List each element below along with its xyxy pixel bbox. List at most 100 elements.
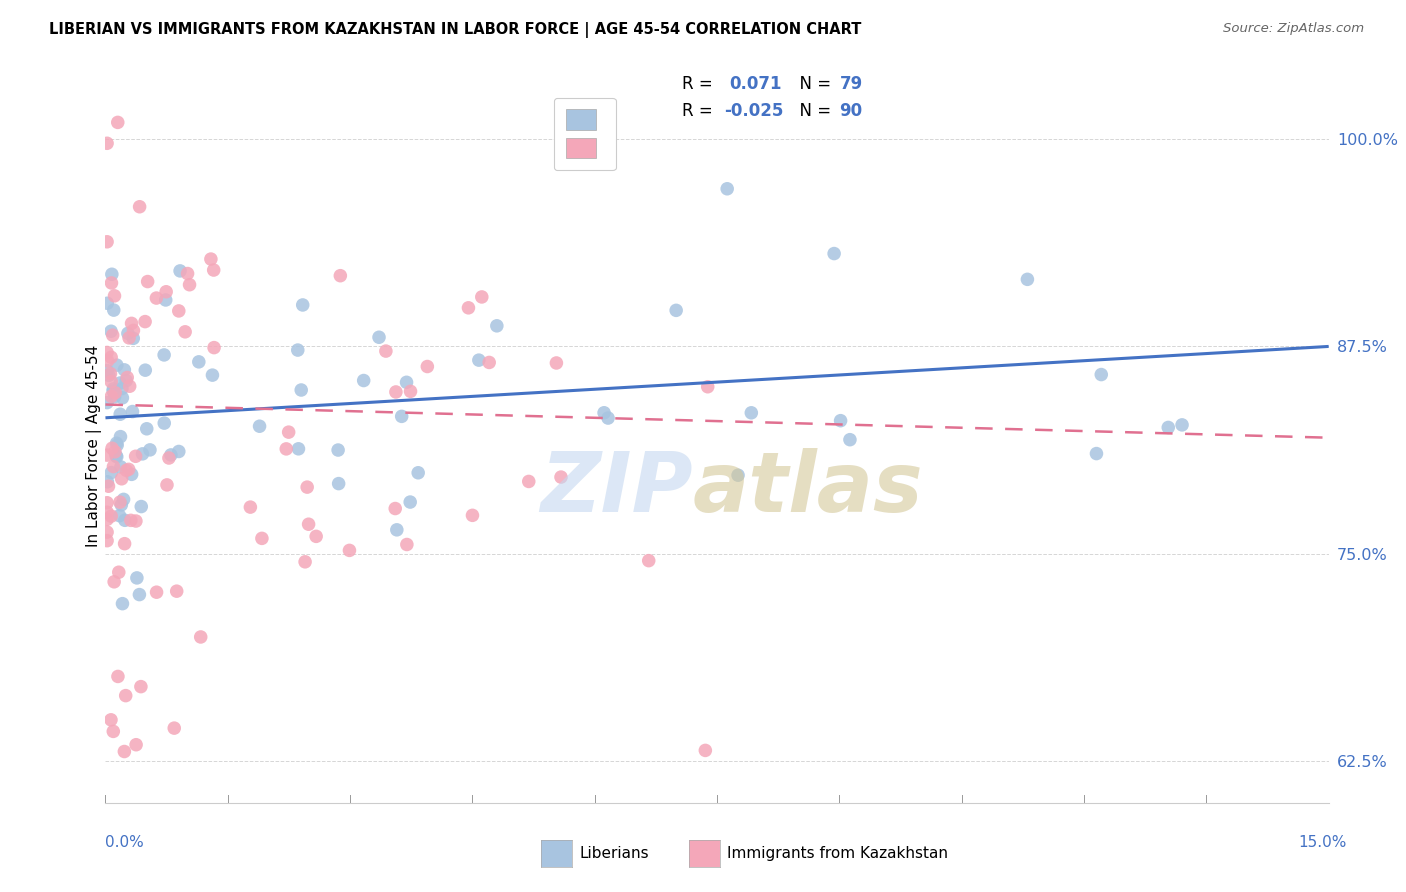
- Point: [169, 264, 191, 278]
- Point: [96, 496, 118, 510]
- Point: [391, 409, 413, 424]
- Point: [114, 513, 136, 527]
- Point: [100, 713, 122, 727]
- Point: [546, 356, 568, 370]
- Point: [111, 382, 134, 396]
- Point: [118, 331, 141, 345]
- Point: [740, 406, 762, 420]
- Point: [125, 571, 148, 585]
- Point: [96, 475, 118, 489]
- Point: [122, 331, 145, 345]
- Point: [105, 436, 128, 450]
- Point: [105, 450, 128, 464]
- Point: [114, 689, 136, 703]
- Point: [101, 267, 124, 281]
- Point: [122, 323, 145, 337]
- Text: Source: ZipAtlas.com: Source: ZipAtlas.com: [1223, 22, 1364, 36]
- Text: atlas: atlas: [693, 449, 924, 529]
- Point: [517, 475, 540, 489]
- Point: [96, 512, 118, 526]
- Text: 15.0%: 15.0%: [1299, 836, 1347, 850]
- Text: LIBERIAN VS IMMIGRANTS FROM KAZAKHSTAN IN LABOR FORCE | AGE 45-54 CORRELATION CH: LIBERIAN VS IMMIGRANTS FROM KAZAKHSTAN I…: [49, 22, 862, 38]
- Point: [101, 328, 124, 343]
- Point: [108, 508, 131, 523]
- Point: [250, 532, 273, 546]
- Point: [696, 380, 718, 394]
- Point: [96, 363, 118, 377]
- Point: [103, 459, 125, 474]
- Point: [291, 298, 314, 312]
- Point: [166, 584, 188, 599]
- Point: [156, 478, 179, 492]
- Point: [110, 459, 132, 474]
- Point: [353, 374, 375, 388]
- Point: [100, 509, 122, 524]
- Point: [111, 391, 134, 405]
- Point: [105, 438, 128, 452]
- Text: 79: 79: [839, 75, 863, 93]
- Point: [129, 680, 152, 694]
- Point: [385, 384, 408, 399]
- Point: [112, 745, 135, 759]
- Point: [104, 385, 127, 400]
- Point: [108, 407, 131, 421]
- Point: [468, 353, 491, 368]
- Point: [96, 505, 118, 519]
- Point: [103, 382, 125, 396]
- Point: [461, 508, 484, 523]
- Point: [110, 498, 132, 512]
- Point: [339, 543, 361, 558]
- Point: [100, 466, 122, 480]
- Point: [108, 376, 131, 390]
- Point: [157, 450, 180, 465]
- Point: [96, 525, 118, 540]
- Point: [485, 318, 508, 333]
- Point: [160, 448, 183, 462]
- Point: [155, 285, 177, 299]
- Point: [839, 433, 862, 447]
- Point: [103, 574, 125, 589]
- Point: [115, 370, 138, 384]
- Point: [665, 303, 688, 318]
- Text: 90: 90: [839, 102, 862, 120]
- Point: [290, 383, 312, 397]
- Point: [416, 359, 439, 374]
- Point: [96, 235, 118, 249]
- Point: [107, 669, 129, 683]
- Point: [287, 442, 309, 456]
- Point: [201, 368, 224, 383]
- Point: [125, 738, 148, 752]
- Point: [101, 384, 124, 398]
- Point: [276, 442, 298, 456]
- Point: [329, 268, 352, 283]
- Point: [297, 517, 319, 532]
- Point: [1017, 272, 1039, 286]
- Point: [112, 363, 135, 377]
- Point: [328, 476, 350, 491]
- Point: [145, 291, 167, 305]
- Point: [100, 276, 122, 290]
- Point: [114, 537, 136, 551]
- Point: [105, 358, 128, 372]
- Point: [96, 533, 118, 548]
- Point: [100, 367, 122, 381]
- Point: [111, 597, 134, 611]
- Point: [471, 290, 494, 304]
- Point: [176, 267, 198, 281]
- Point: [1085, 446, 1108, 460]
- Point: [153, 348, 176, 362]
- Point: [406, 466, 429, 480]
- Point: [134, 315, 156, 329]
- Text: N =: N =: [789, 102, 837, 120]
- Point: [200, 252, 222, 266]
- Point: [97, 368, 120, 383]
- Point: [107, 566, 129, 580]
- Text: -0.025: -0.025: [724, 102, 783, 120]
- Point: [115, 374, 138, 388]
- Point: [550, 470, 572, 484]
- Point: [103, 724, 125, 739]
- Point: [118, 462, 141, 476]
- Point: [277, 425, 299, 439]
- Point: [134, 363, 156, 377]
- Point: [179, 277, 201, 292]
